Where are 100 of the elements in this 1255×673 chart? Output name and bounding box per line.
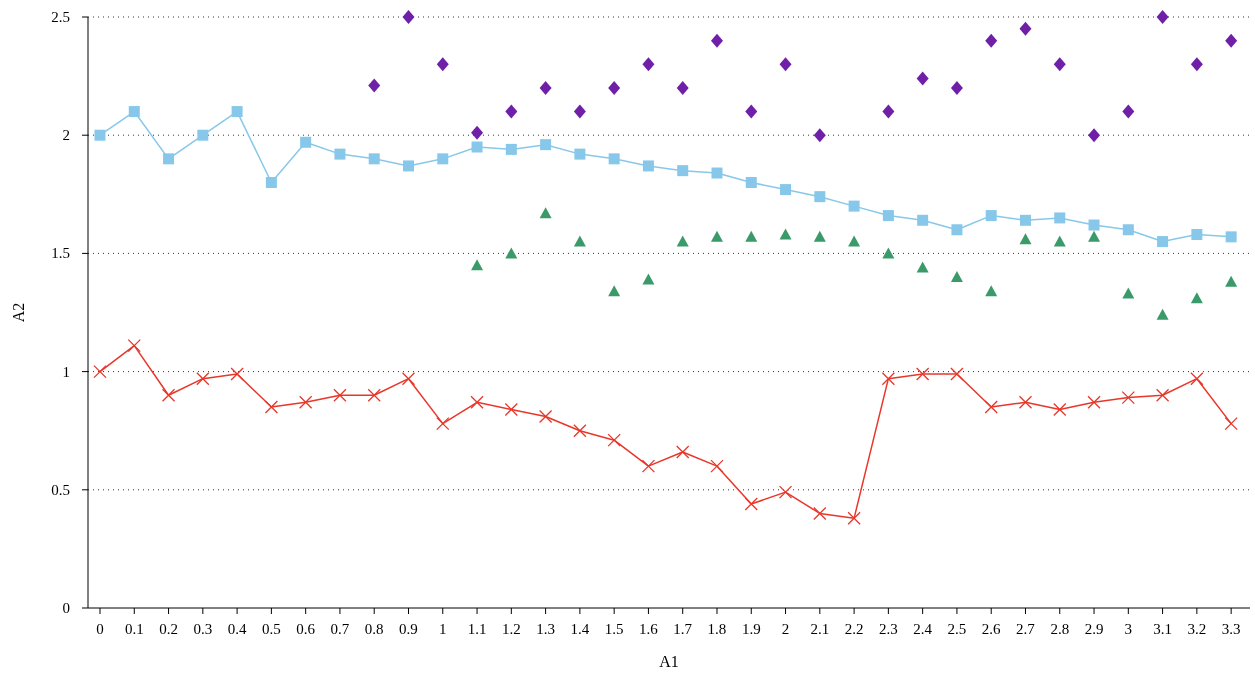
x-tick-label: 0.5 bbox=[262, 621, 281, 637]
x-tick-label: 1.6 bbox=[639, 621, 659, 637]
point bbox=[573, 235, 586, 247]
point bbox=[916, 367, 930, 381]
point bbox=[574, 148, 586, 160]
point bbox=[1190, 57, 1203, 72]
point bbox=[539, 80, 552, 95]
point bbox=[505, 247, 518, 259]
point bbox=[1224, 416, 1238, 431]
point bbox=[538, 409, 553, 424]
y-tick-label: 1 bbox=[62, 363, 70, 380]
x-tick-label: 2.3 bbox=[879, 621, 898, 637]
point bbox=[710, 230, 723, 242]
point bbox=[917, 214, 929, 226]
x-tick-label: 2.9 bbox=[1084, 621, 1104, 637]
point bbox=[1122, 224, 1134, 236]
y-tick-label: 2.5 bbox=[51, 9, 70, 25]
point bbox=[745, 104, 758, 119]
point bbox=[916, 261, 929, 273]
point bbox=[814, 191, 826, 203]
point bbox=[128, 106, 140, 118]
point bbox=[984, 400, 998, 414]
point bbox=[93, 364, 107, 379]
point bbox=[333, 388, 347, 402]
point bbox=[1155, 388, 1170, 402]
point bbox=[881, 372, 896, 386]
point bbox=[1019, 214, 1031, 226]
point bbox=[1156, 10, 1169, 24]
point bbox=[573, 424, 587, 438]
point bbox=[882, 104, 895, 119]
point bbox=[1156, 308, 1169, 320]
point bbox=[1088, 219, 1100, 231]
point bbox=[127, 338, 141, 353]
point bbox=[368, 153, 380, 165]
point bbox=[985, 210, 997, 222]
point bbox=[642, 160, 654, 172]
point bbox=[950, 80, 963, 95]
x-tick-label: 2.1 bbox=[810, 621, 830, 637]
point bbox=[471, 141, 483, 153]
point bbox=[402, 10, 415, 24]
point bbox=[1157, 236, 1169, 248]
point bbox=[300, 136, 312, 148]
x-tick-label: 0.1 bbox=[124, 621, 144, 637]
x-tick-label: 1.9 bbox=[741, 621, 761, 637]
point bbox=[778, 485, 793, 499]
point bbox=[642, 57, 655, 72]
point bbox=[608, 285, 621, 297]
point bbox=[1190, 372, 1204, 386]
point bbox=[745, 230, 758, 242]
point bbox=[642, 273, 655, 285]
x-tick-label: 0.7 bbox=[330, 621, 350, 637]
point bbox=[882, 210, 894, 222]
point bbox=[1087, 395, 1101, 409]
x-tick-label: 2.7 bbox=[1016, 621, 1036, 637]
point bbox=[744, 497, 758, 511]
point bbox=[677, 165, 689, 177]
x-tick-label: 2.6 bbox=[981, 621, 1002, 637]
x-tick-label: 0 bbox=[96, 621, 104, 637]
point bbox=[950, 271, 963, 283]
point bbox=[505, 143, 517, 155]
point bbox=[436, 57, 449, 72]
point bbox=[539, 207, 552, 219]
point bbox=[1054, 212, 1066, 224]
y-tick-label: 1.5 bbox=[51, 245, 70, 262]
x-tick-label: 1.7 bbox=[673, 621, 693, 637]
point bbox=[471, 125, 484, 140]
x-tick-label: 1.1 bbox=[467, 621, 487, 637]
point bbox=[745, 176, 757, 188]
point bbox=[1053, 402, 1067, 417]
x-tick-label: 0.3 bbox=[193, 621, 213, 637]
point bbox=[1225, 33, 1238, 48]
point bbox=[985, 285, 998, 297]
x-tick-label: 1.4 bbox=[570, 621, 590, 637]
x-tick-label: 2 bbox=[781, 621, 790, 637]
x-axis-title: A1 bbox=[659, 653, 679, 670]
point bbox=[847, 511, 861, 525]
point bbox=[1019, 21, 1032, 36]
x-tick-label: 3.1 bbox=[1153, 621, 1172, 637]
x-tick-label: 2.8 bbox=[1050, 621, 1070, 637]
point bbox=[813, 128, 826, 143]
point bbox=[264, 400, 279, 414]
point bbox=[813, 506, 827, 521]
x-tick-label: 1 bbox=[439, 621, 447, 637]
point bbox=[231, 106, 243, 118]
point bbox=[676, 445, 690, 459]
point bbox=[1088, 128, 1101, 143]
point bbox=[1225, 231, 1237, 243]
point bbox=[471, 259, 484, 271]
point bbox=[916, 71, 929, 86]
point bbox=[1190, 292, 1203, 304]
x-tick-label: 1.8 bbox=[707, 621, 727, 637]
y-tick-label: 2 bbox=[62, 127, 70, 144]
point bbox=[779, 228, 792, 240]
point bbox=[437, 153, 449, 165]
point bbox=[882, 247, 895, 259]
x-tick-label: 0.6 bbox=[296, 621, 316, 637]
point bbox=[676, 235, 689, 247]
point bbox=[1191, 228, 1203, 240]
point bbox=[676, 80, 689, 95]
point bbox=[848, 200, 860, 212]
